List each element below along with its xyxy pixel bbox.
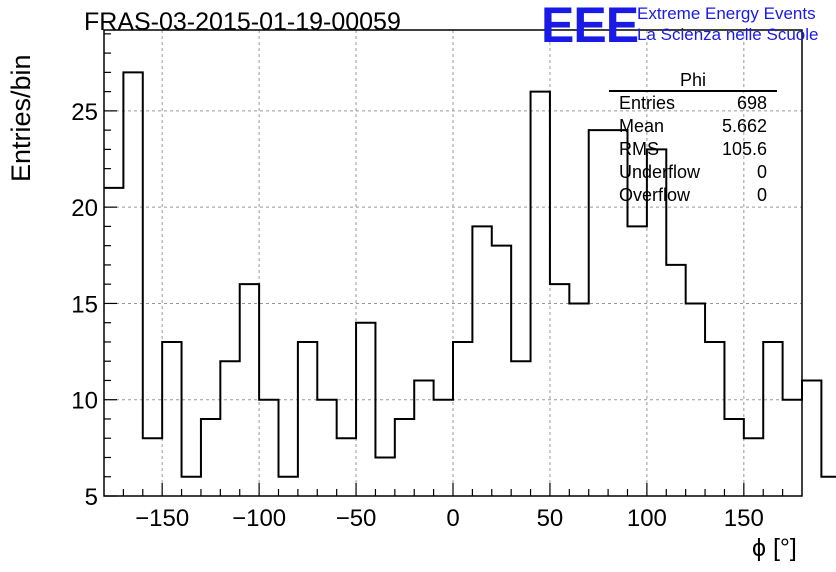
- axis-ticks: [104, 33, 784, 497]
- stats-label: Mean: [619, 116, 665, 136]
- stats-label: Overflow: [619, 185, 691, 205]
- stats-row: Overflow 0: [609, 184, 777, 207]
- stats-value: 0: [756, 162, 767, 182]
- chart-title: FRAS-03-2015-01-19-00059: [84, 8, 401, 36]
- x-tick-label: 150: [724, 505, 764, 532]
- stats-box-title: Phi: [609, 70, 777, 92]
- stats-row: RMS 105.6: [609, 138, 777, 161]
- x-tick-label: 0: [446, 505, 459, 532]
- stats-value: 105.6: [721, 139, 767, 159]
- stats-box: Phi Entries 698 Mean 5.662 RMS 105.6 Und…: [609, 70, 777, 207]
- y-tick-label: 10: [71, 388, 98, 415]
- x-tick-label: −100: [232, 505, 286, 532]
- x-axis-label: ϕ [°]: [752, 534, 797, 562]
- y-axis-label: Entries/bin: [6, 54, 36, 182]
- x-tick-labels: −150 −100 −50 0 50 100 150: [135, 505, 764, 532]
- stats-label: Entries: [619, 93, 676, 113]
- logo-line-2: La Scienza nelle Scuole: [637, 25, 819, 44]
- logo-line-1: Extreme Energy Events: [637, 4, 816, 23]
- stats-row: Underflow 0: [609, 161, 777, 184]
- y-tick-label: 5: [85, 484, 98, 511]
- stats-value: 5.662: [721, 116, 767, 136]
- y-tick-label: 20: [71, 195, 98, 222]
- x-tick-label: −50: [336, 505, 377, 532]
- stats-value: 698: [736, 93, 767, 113]
- y-tick-labels: 5 10 15 20 25: [71, 99, 98, 511]
- stats-value: 0: [756, 185, 767, 205]
- x-tick-label: 50: [537, 505, 564, 532]
- stats-label: RMS: [619, 139, 659, 159]
- y-tick-label: 15: [71, 291, 98, 318]
- histogram-line: [104, 71, 836, 478]
- stats-label: Underflow: [619, 162, 701, 182]
- x-tick-label: −150: [135, 505, 189, 532]
- eee-logo: EEE: [541, 0, 639, 53]
- stats-row: Entries 698: [609, 92, 777, 115]
- stats-row: Mean 5.662: [609, 115, 777, 138]
- x-tick-label: 100: [627, 505, 667, 532]
- y-tick-label: 25: [71, 99, 98, 126]
